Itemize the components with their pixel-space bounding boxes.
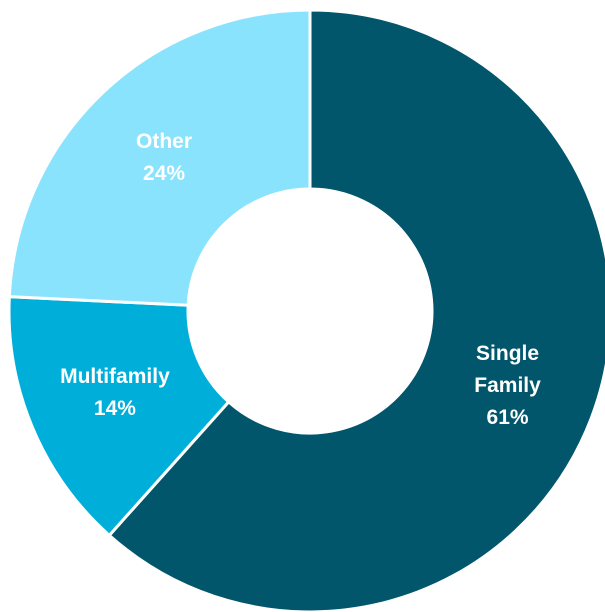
category-name: Other	[136, 129, 193, 153]
category-name: Multifamily	[60, 364, 170, 388]
slice-label: Single Family 61%	[463, 338, 553, 434]
donut-slice	[7, 295, 231, 538]
donut-slice	[107, 8, 605, 612]
slice-label: Other 24%	[94, 126, 234, 190]
value-label: 24%	[143, 161, 186, 185]
donut-slice	[7, 8, 312, 307]
value-label: 61%	[486, 406, 529, 430]
value-label: 14%	[93, 396, 136, 420]
category-name: Single Family	[474, 342, 541, 398]
slice-label: Multifamily 14%	[45, 361, 185, 425]
